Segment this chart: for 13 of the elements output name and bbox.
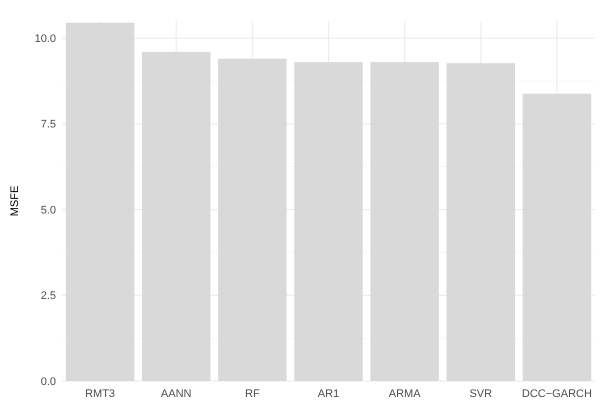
x-tick-label: RMT3 [85,388,116,400]
x-tick-label: AANN [160,388,192,400]
y-tick-label: 0.0 [40,376,56,388]
y-tick-label: 5.0 [40,204,56,216]
y-tick-label: 10.0 [34,32,56,45]
y-axis-title: MSFE [9,186,21,216]
x-tick-label: ARMA [388,388,422,400]
x-tick-label: DCC−GARCH [522,388,592,400]
x-tick-label: AR1 [318,388,340,400]
y-tick-label: 2.5 [40,290,56,302]
x-tick-label: RF [245,388,260,400]
x-tick-label: SVR [469,388,492,400]
y-tick-label: 7.5 [40,118,56,131]
